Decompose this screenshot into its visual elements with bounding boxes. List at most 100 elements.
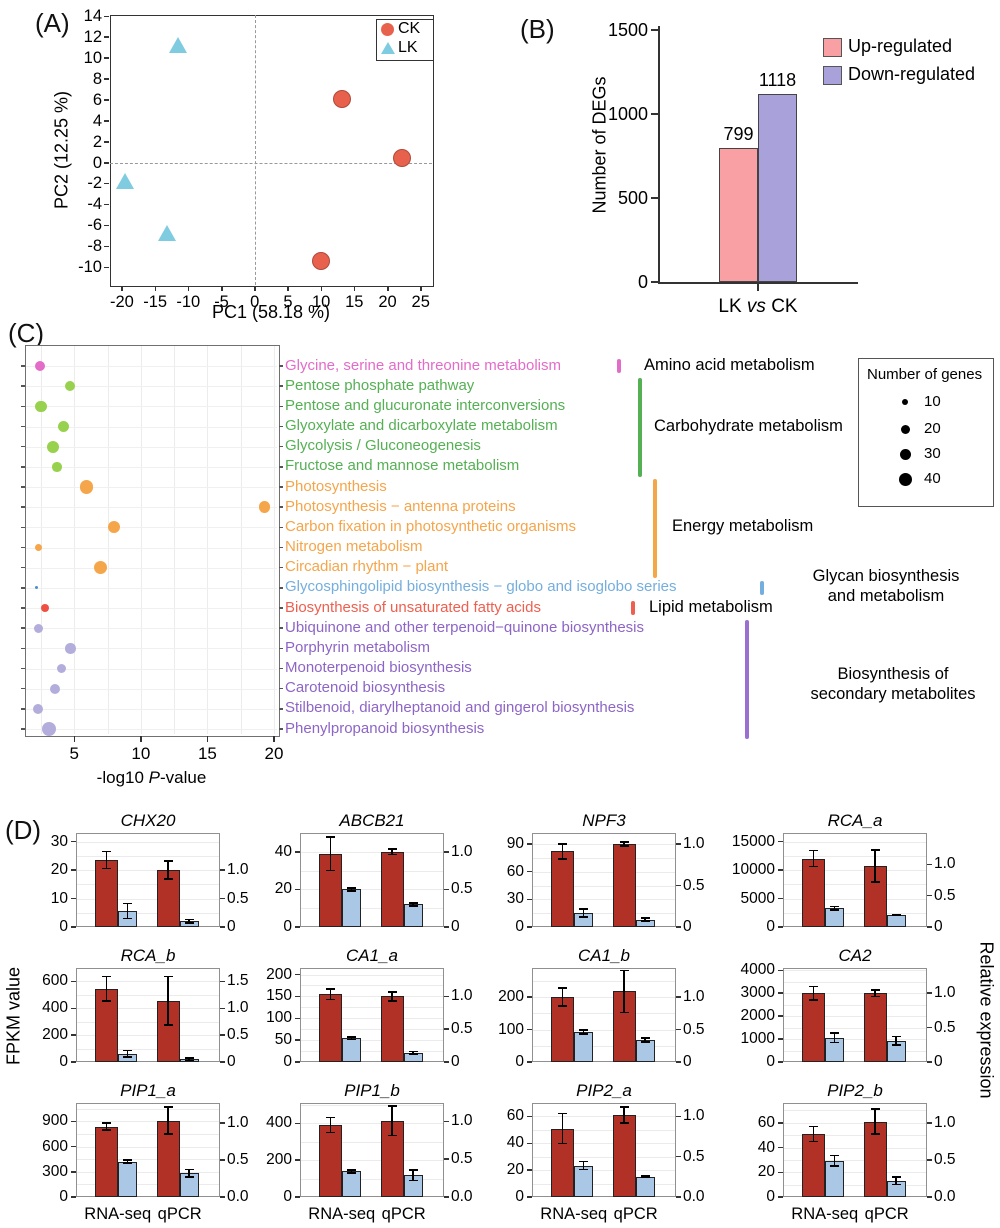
val-left-tick-mark bbox=[295, 888, 300, 891]
val-error-bar bbox=[350, 1169, 352, 1173]
val-left-tick-label: 0 bbox=[515, 1053, 524, 1070]
val-left-tick-mark bbox=[778, 1196, 783, 1198]
val-left-tick-label: 200 bbox=[498, 988, 524, 1006]
val-error-bar bbox=[833, 1155, 835, 1166]
kegg-category-bracket bbox=[653, 479, 657, 578]
val-gridline bbox=[784, 1016, 926, 1018]
kegg-row-tick-left bbox=[21, 587, 25, 589]
val-right-tick-mark bbox=[927, 894, 932, 897]
pca-y-tick-label: 4 bbox=[92, 111, 102, 130]
kegg-row-tick-right bbox=[279, 405, 283, 408]
val-error-cap-bottom bbox=[408, 905, 418, 907]
kegg-row-tick-right bbox=[279, 647, 283, 650]
kegg-bubble bbox=[35, 400, 47, 413]
pca-y-tick-mark bbox=[104, 245, 109, 248]
val-left-tick-mark bbox=[527, 926, 532, 928]
val-right-tick-label: 1.0 bbox=[451, 987, 473, 1005]
val-error-cap-top bbox=[163, 860, 173, 862]
val-error-bar bbox=[350, 1037, 352, 1040]
kegg-grid-hline bbox=[26, 507, 277, 509]
val-error-cap-bottom bbox=[346, 1038, 356, 1041]
val-gridline bbox=[77, 1048, 219, 1050]
kegg-bubble bbox=[33, 623, 43, 633]
kegg-bubble bbox=[57, 420, 70, 433]
val-right-tick-mark bbox=[927, 863, 932, 866]
val-right-tick-label: 0 bbox=[451, 1053, 460, 1070]
val-right-tick-label: 0.5 bbox=[227, 1151, 249, 1169]
val-right-tick-label: 0.5 bbox=[683, 1147, 705, 1165]
val-right-tick-mark bbox=[927, 1196, 932, 1198]
val-gridline bbox=[533, 844, 675, 846]
kegg-grid-hline bbox=[26, 366, 277, 367]
kegg-x-tick-mark bbox=[73, 736, 76, 742]
val-right-tick-label: 0.5 bbox=[934, 1150, 956, 1168]
kegg-grid-hline bbox=[26, 547, 277, 549]
pca-x-tick-label: 5 bbox=[283, 293, 293, 311]
val-bar-fpkm bbox=[863, 993, 887, 1062]
val-bar-fpkm bbox=[94, 1126, 118, 1197]
val-left-tick-label: 60 bbox=[506, 862, 524, 880]
deg-category-label: LK vs CK bbox=[718, 296, 798, 317]
val-error-cap-bottom bbox=[870, 995, 880, 998]
val-error-bar bbox=[874, 1109, 876, 1134]
val-error-cap-top bbox=[101, 975, 111, 978]
panel-c-label: (C) bbox=[8, 318, 45, 348]
kegg-pathway-label: Pentose phosphate pathway bbox=[285, 376, 475, 394]
val-error-cap-bottom bbox=[829, 1041, 839, 1044]
val-error-cap-bottom bbox=[578, 1033, 588, 1035]
val-gridline bbox=[533, 980, 675, 982]
val-left-tick-label: 0 bbox=[283, 1188, 292, 1205]
val-error-cap-bottom bbox=[325, 998, 335, 1001]
kegg-category-label: Lipid metabolism bbox=[649, 598, 773, 617]
val-chart-title: CA1_a bbox=[346, 946, 398, 965]
val-error-cap-bottom bbox=[346, 890, 356, 892]
val-chart-title: RCA_b bbox=[120, 946, 176, 965]
val-gridline bbox=[77, 1146, 219, 1148]
val-error-cap-bottom bbox=[101, 1000, 111, 1002]
kegg-row-tick-right bbox=[279, 708, 283, 710]
kegg-row-tick-left bbox=[21, 385, 25, 387]
val-gridline bbox=[301, 1051, 443, 1053]
val-left-tick-label: 0 bbox=[283, 1053, 292, 1070]
val-right-tick-mark bbox=[220, 1159, 225, 1161]
val-right-tick-mark bbox=[220, 1122, 225, 1124]
pca-legend-lk-label: LK bbox=[398, 39, 418, 56]
kegg-bubble bbox=[34, 361, 45, 371]
val-right-tick-label: 0.5 bbox=[451, 1020, 473, 1038]
val-error-bar bbox=[644, 917, 646, 922]
kegg-row-tick-left bbox=[21, 607, 25, 609]
val-left-tick-label: 100 bbox=[266, 1009, 292, 1027]
val-chart-title: CA2 bbox=[838, 946, 872, 965]
val-left-tick-label: 1000 bbox=[740, 1030, 775, 1048]
kegg-row-tick-left bbox=[21, 365, 25, 367]
val-error-bar bbox=[412, 902, 414, 906]
val-left-tick-mark bbox=[295, 973, 300, 976]
val-right-tick-label: 0.5 bbox=[227, 889, 249, 907]
val-error-cap-bottom bbox=[557, 858, 567, 860]
val-right-tick-mark bbox=[220, 1196, 225, 1198]
kegg-x-tick-label: 10 bbox=[131, 744, 151, 763]
val-right-tick-label: 0 bbox=[683, 918, 692, 935]
pca-y-tick-mark bbox=[104, 224, 109, 227]
val-bar-fpkm bbox=[550, 851, 574, 927]
pca-x-tick-label: 15 bbox=[345, 293, 364, 311]
kegg-row-tick-right bbox=[279, 365, 283, 367]
val-left-tick-mark bbox=[778, 1122, 783, 1124]
val-left-tick-label: 900 bbox=[42, 1112, 68, 1130]
val-left-tick-mark bbox=[295, 1122, 300, 1125]
val-error-cap-top bbox=[829, 1154, 839, 1157]
kegg-row-tick-right bbox=[279, 466, 283, 468]
pca-x-tick-label: 20 bbox=[378, 293, 397, 311]
kegg-pathway-label: Glyoxylate and dicarboxylate metabolism bbox=[285, 417, 558, 434]
val-gridline bbox=[301, 1141, 443, 1143]
val-left-tick-mark bbox=[778, 926, 783, 928]
val-error-bar bbox=[126, 1160, 128, 1164]
val-error-cap-bottom bbox=[808, 865, 818, 868]
val-error-bar bbox=[644, 1176, 646, 1178]
val-error-bar bbox=[561, 1113, 563, 1144]
val-right-tick-mark bbox=[444, 851, 449, 853]
val-gridline bbox=[77, 994, 219, 996]
val-error-cap-top bbox=[619, 1106, 629, 1108]
val-error-cap-top bbox=[387, 991, 397, 993]
kegg-bubble bbox=[34, 543, 42, 552]
